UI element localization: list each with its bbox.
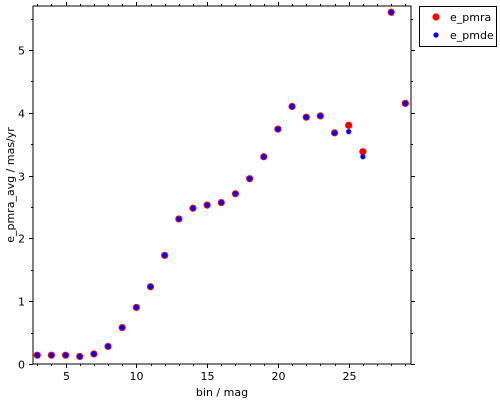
point-e_pmde: [147, 284, 154, 290]
point-e_pmde: [289, 103, 295, 110]
point-e_pmde: [275, 126, 281, 132]
point-e_pmde: [360, 154, 366, 160]
point-e_pmde: [48, 352, 55, 358]
legend-box: [419, 6, 497, 47]
point-e_pmra: [359, 148, 367, 156]
y-tick-label: 2: [18, 233, 25, 246]
point-e_pmde: [119, 324, 125, 331]
y-tick-label: 3: [18, 171, 25, 184]
series-e_pmde: [34, 9, 408, 360]
point-e_pmde: [133, 304, 139, 311]
x-tick-label: 10: [130, 370, 144, 383]
y-tick-label: 4: [18, 108, 25, 121]
legend-label-e_pmra: e_pmra: [450, 11, 491, 24]
point-e_pmde: [218, 199, 224, 206]
point-e_pmde: [77, 353, 83, 360]
x-axis-label: bin / mag: [196, 386, 248, 399]
point-e_pmde: [162, 252, 168, 258]
point-e_pmde: [105, 343, 111, 350]
point-e_pmde: [346, 129, 352, 135]
x-tick-label: 25: [343, 370, 357, 383]
point-e_pmde: [232, 191, 239, 197]
point-e_pmde: [331, 130, 338, 136]
x-axis-ticks: 5 10 15 20 25: [37, 2, 406, 383]
x-tick-label: 15: [201, 370, 215, 383]
data-points: [33, 8, 409, 361]
point-e_pmde: [317, 113, 323, 119]
point-e_pmde: [176, 216, 182, 222]
point-e_pmde: [388, 9, 394, 15]
y-axis-ticks: 0 1 2 3 4 5: [18, 19, 415, 372]
point-e_pmde: [402, 100, 408, 106]
series-e_pmra: [33, 8, 409, 361]
legend-label-e_pmde: e_pmde: [450, 29, 494, 42]
y-tick-label: 1: [18, 296, 25, 309]
legend-marker-e_pmde: [433, 32, 439, 38]
y-tick-label: 5: [18, 45, 25, 58]
x-tick-label: 20: [272, 370, 286, 383]
point-e_pmde: [303, 114, 309, 120]
point-e_pmde: [34, 352, 40, 358]
point-e_pmra: [345, 121, 353, 129]
legend: e_pmra e_pmde: [419, 6, 497, 47]
plot-border: [32, 5, 412, 365]
point-e_pmde: [204, 202, 210, 208]
y-tick-label: 0: [18, 359, 25, 372]
x-tick-label: 5: [63, 370, 70, 383]
point-e_pmde: [91, 351, 97, 357]
legend-marker-e_pmra: [432, 13, 440, 21]
point-e_pmde: [190, 205, 196, 211]
point-e_pmde: [261, 154, 267, 160]
point-e_pmde: [247, 176, 253, 182]
axes-frame: [32, 5, 412, 365]
point-e_pmde: [62, 352, 69, 358]
y-axis-label: e_pmra_avg / mas/yr: [4, 127, 17, 243]
